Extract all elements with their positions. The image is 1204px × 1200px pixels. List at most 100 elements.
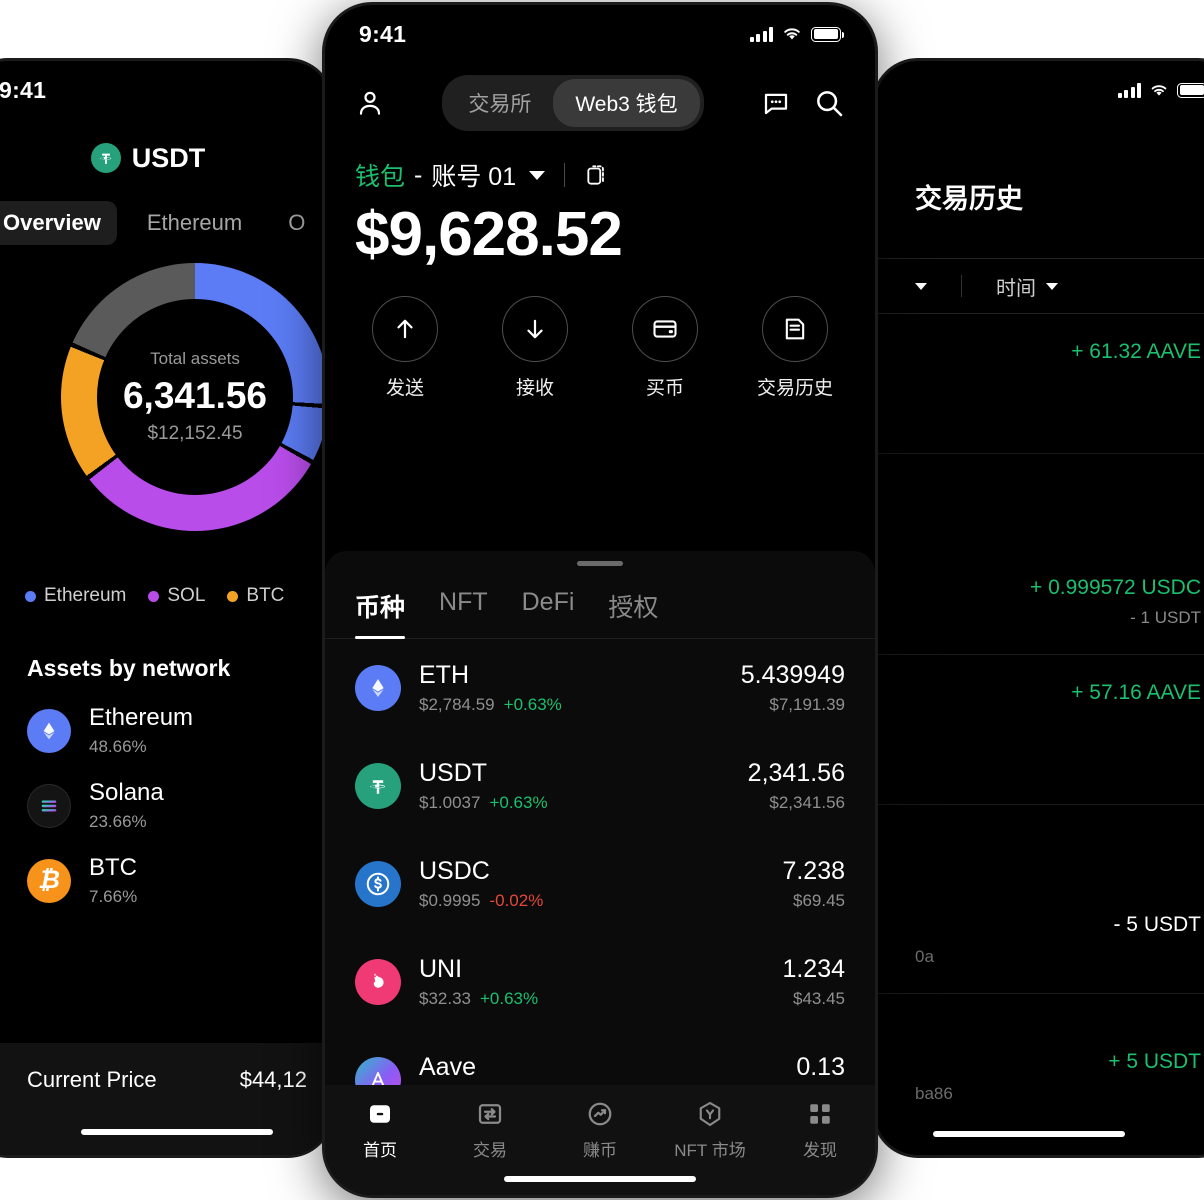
segment-web3-wallet[interactable]: Web3 钱包 <box>553 79 700 127</box>
signal-icon <box>749 26 773 42</box>
action-label: 买币 <box>645 378 684 399</box>
network-percent: 7.66% <box>89 887 138 906</box>
token-amount: 7.238 <box>782 857 845 885</box>
status-icons <box>1117 82 1204 98</box>
status-icons <box>749 26 845 42</box>
assets-sheet: 币种 NFT DeFi 授权 ETH $2,784.59 <box>325 551 875 1195</box>
token-amount: 0.13 <box>796 1053 845 1081</box>
home-indicator <box>504 1176 696 1182</box>
legend-dot-sol <box>148 590 160 602</box>
network-row[interactable]: Solana 23.66% <box>27 757 269 832</box>
wallet-divider <box>564 163 566 187</box>
token-symbol: ETH <box>419 661 469 689</box>
token-price: $1.0037 <box>419 793 481 812</box>
time-filter-label: 时间 <box>996 277 1036 300</box>
token-usd-value: $7,191.39 <box>769 695 845 714</box>
transaction-row[interactable]: + 5 USDT ba86 <box>875 994 1204 1134</box>
action-circle <box>632 296 698 362</box>
usdt-icon <box>355 763 401 809</box>
filter-caret-icon[interactable] <box>915 282 927 290</box>
transaction-row[interactable]: + 57.16 AAVE <box>875 655 1204 805</box>
usdc-icon <box>355 861 401 907</box>
current-price-bar: Current Price $44,12 <box>0 1043 331 1155</box>
donut-caption: Total assets <box>150 349 240 368</box>
network-percent: 23.66% <box>89 812 147 831</box>
tab-nft[interactable]: NFT <box>439 588 488 616</box>
tab-discover[interactable]: 发现 <box>765 1099 875 1161</box>
tab-approvals[interactable]: 授权 <box>608 594 659 622</box>
search-icon[interactable] <box>813 87 845 119</box>
transaction-list: + 61.32 AAVE + 0.999572 USDC - 1 USDT + … <box>875 314 1204 1134</box>
network-row[interactable]: Ethereum 48.66% <box>27 682 269 757</box>
segment-exchange[interactable]: 交易所 <box>468 93 532 116</box>
status-time: 9:41 <box>359 20 407 47</box>
tab-other[interactable]: O <box>288 210 306 235</box>
token-list: ETH $2,784.59 +0.63% 5.439949 $7,191.39 <box>325 639 875 1129</box>
token-info: ETH $2,784.59 +0.63% <box>419 661 723 715</box>
chat-icon[interactable] <box>761 88 791 118</box>
token-price: $0.9995 <box>419 891 481 910</box>
usdt-icon <box>90 143 121 173</box>
wallet-separator: - <box>414 160 423 189</box>
token-row[interactable]: USDC $0.9995 -0.02% 7.238 $69.45 <box>355 835 845 933</box>
left-nav-bar: ‹ USDT <box>0 119 331 175</box>
tab-tokens[interactable]: 币种 <box>355 588 406 639</box>
token-change: -0.02% <box>489 891 544 910</box>
solana-icon <box>27 783 71 828</box>
wallet-account: 账号 01 <box>431 163 517 191</box>
token-row[interactable]: USDT $1.0037 +0.63% 2,341.56 $2,341.56 <box>355 737 845 835</box>
legend-item-ethereum: Ethereum <box>25 585 126 607</box>
wallet-name: 钱包 <box>355 163 406 191</box>
transaction-history-title: 交易历史 <box>915 184 1023 214</box>
action-send[interactable]: 发送 <box>367 296 443 400</box>
asset-sub-tabs: 币种 NFT DeFi 授权 <box>325 566 875 639</box>
network-name: Solana <box>89 779 164 806</box>
sheet-grabber[interactable] <box>577 561 623 566</box>
action-label: 发送 <box>385 378 424 399</box>
tab-trade[interactable]: 交易 <box>435 1099 545 1161</box>
token-symbol: USDT <box>419 759 488 787</box>
legend-item-sol: SOL <box>148 585 205 607</box>
wallet-balance: $9,628.52 <box>355 200 623 269</box>
tab-defi[interactable]: DeFi <box>521 588 575 616</box>
right-phone: 交易历史 时间 + 61.32 AAVE + 0.999572 USDC - 1… <box>872 58 1204 1158</box>
transaction-amount: + 57.16 AAVE <box>1071 681 1201 704</box>
action-circle <box>502 296 568 362</box>
token-balance: 1.234 $43.45 <box>782 955 845 1009</box>
person-icon[interactable] <box>355 88 385 118</box>
wallet-account-selector[interactable]: 钱包 - 账号 01 <box>325 131 875 193</box>
action-receive[interactable]: 接收 <box>497 296 573 400</box>
token-row[interactable]: UNI $32.33 +0.63% 1.234 $43.45 <box>355 933 845 1031</box>
transaction-subamount: - 1 USDT <box>1130 608 1201 627</box>
token-row[interactable]: ETH $2,784.59 +0.63% 5.439949 $7,191.39 <box>355 639 845 737</box>
action-circle <box>372 296 438 362</box>
wifi-icon <box>1151 84 1167 96</box>
bottom-tab-bar: 首页 交易 <box>325 1085 875 1195</box>
network-name: Ethereum <box>89 704 194 731</box>
tab-home[interactable]: 首页 <box>325 1099 435 1161</box>
transaction-row[interactable]: + 0.999572 USDC - 1 USDT <box>875 454 1204 655</box>
transaction-row[interactable]: + 61.32 AAVE <box>875 314 1204 454</box>
tab-overview[interactable]: Overview <box>0 201 117 245</box>
card-icon <box>653 320 677 338</box>
arrow-up-icon <box>397 319 413 339</box>
action-history[interactable]: 交易历史 <box>757 296 833 400</box>
token-balance: 2,341.56 $2,341.56 <box>748 759 845 813</box>
network-row[interactable]: ₿ BTC 7.66% <box>27 832 269 907</box>
tab-earn[interactable]: 赚币 <box>545 1099 655 1161</box>
token-change: +0.63% <box>489 793 548 812</box>
action-buy[interactable]: 买币 <box>627 296 703 400</box>
tab-ethereum[interactable]: Ethereum <box>146 210 243 235</box>
ethereum-icon <box>27 708 71 753</box>
copy-icon[interactable] <box>584 162 610 188</box>
token-usd-value: $2,341.56 <box>769 793 845 812</box>
transaction-hash: 0a <box>915 947 934 966</box>
time-filter[interactable]: 时间 <box>996 272 1058 301</box>
legend-label-ethereum: Ethereum <box>44 585 127 606</box>
transaction-amount: + 5 USDT <box>1108 1050 1201 1073</box>
transaction-hash: ba86 <box>915 1084 953 1103</box>
left-phone: 9:41 ‹ USDT Overview Ethereum O <box>0 58 334 1158</box>
top-actions <box>761 87 845 119</box>
transaction-row[interactable]: - 5 USDT 0a <box>875 805 1204 994</box>
tab-nft-market[interactable]: NFT 市场 <box>655 1099 765 1161</box>
